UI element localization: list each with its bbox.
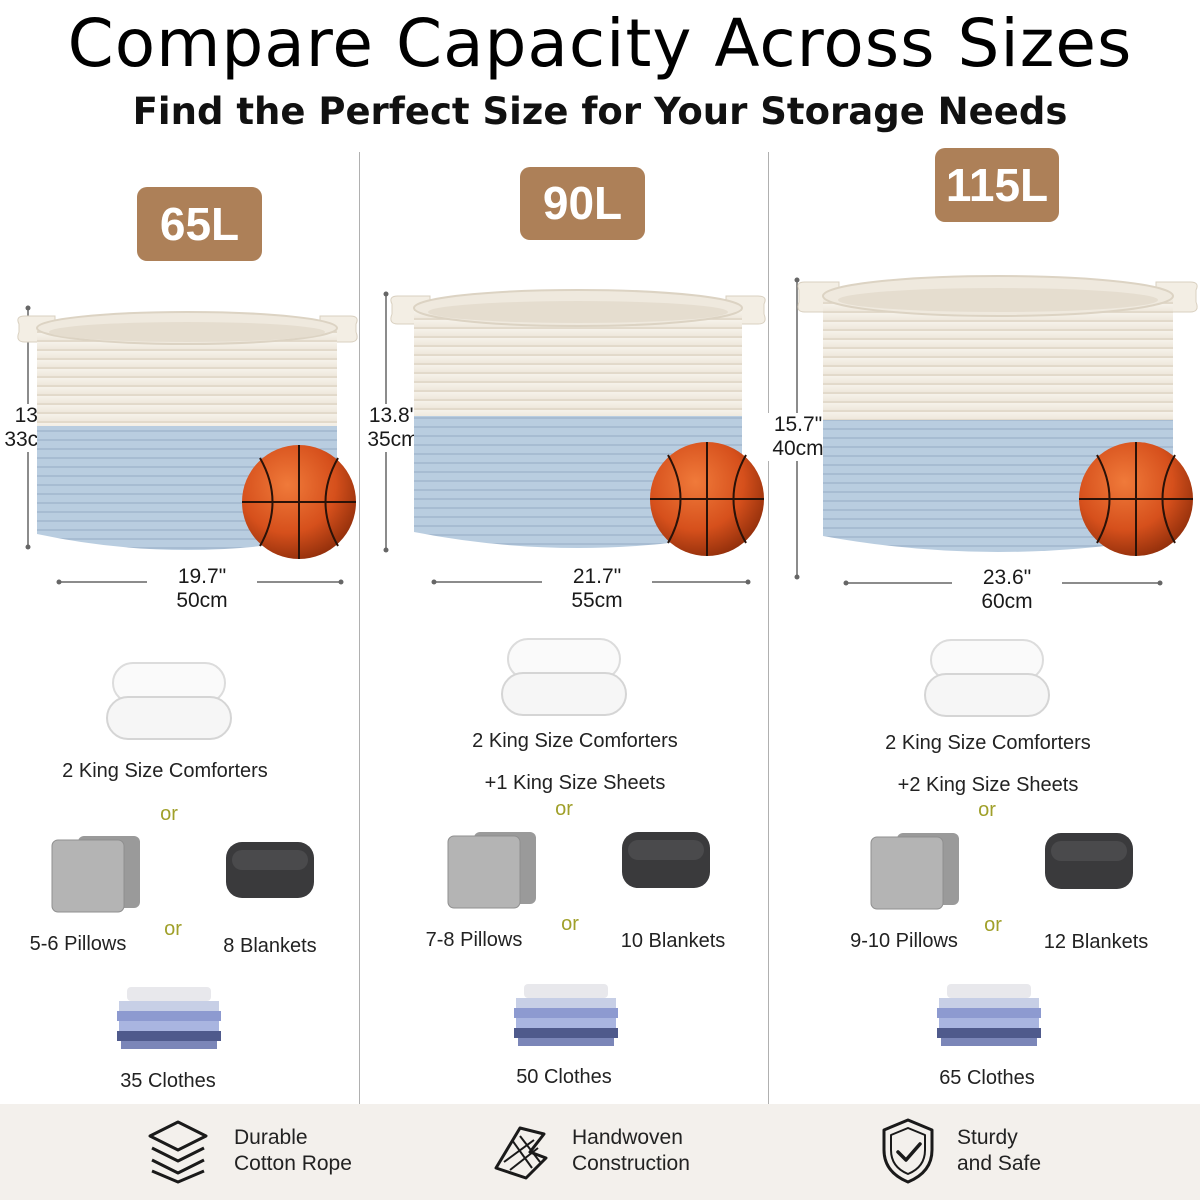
width-cm: 60cm [981,590,1033,613]
capacity-badge: 90L [520,167,645,240]
shield-check-icon [882,1118,934,1184]
feature-line: Handwoven [572,1126,683,1149]
page-title: Compare Capacity Across Sizes [67,5,1133,82]
capacity-badge: 65L [137,187,262,261]
blankets-label: 8 Blankets [223,935,317,957]
width-cm: 50cm [176,589,228,612]
feature-sturdy: Sturdy and Safe [957,1125,1041,1177]
comforters-label: 2 King Size Comforters [885,732,1091,754]
or-separator: or [984,914,1002,936]
basket-image [17,311,358,550]
feature-handwoven: Handwoven Construction [572,1125,690,1177]
or-separator: or [978,799,996,821]
comforter-icon [924,639,1050,717]
width-label: 21.7" 55cm [542,565,652,613]
capacity-badge: 115L [935,148,1059,222]
weave-icon [494,1126,548,1180]
feature-footer: Durable Cotton Rope Handwoven Constructi… [0,1104,1200,1200]
width-inches: 23.6" [982,566,1032,589]
pillows-icon [447,832,536,909]
height-cm: 35cm [367,428,419,451]
column-divider [359,152,360,1104]
height-label: 13.8" 35cm [362,404,424,452]
clothes-label: 35 Clothes [120,1070,216,1092]
comforter-icon [106,662,232,740]
width-inches: 21.7" [572,565,622,588]
sheets-label: +2 King Size Sheets [897,774,1079,796]
size-column-65l: 65L 13" 33cm 19.7" 50cm 2 King Size [0,0,359,1104]
height-cm: 40cm [772,437,824,460]
height-label: 15.7" 40cm [767,413,829,461]
feature-line: Sturdy [957,1126,1018,1149]
feature-durable: Durable Cotton Rope [234,1125,352,1177]
column-divider [768,152,769,1104]
pillows-icon [870,833,959,910]
clothes-label: 50 Clothes [516,1066,612,1088]
comforters-label: 2 King Size Comforters [472,730,678,752]
width-label: 19.7" 50cm [147,565,257,613]
clothes-stack-icon [937,984,1041,1046]
comforter-icon [501,638,627,716]
pillows-icon [51,836,140,913]
size-column-115l: 115L 15.7" 40cm 23.6" 60cm 2 King Size C… [767,0,1200,1104]
basketball-icon [650,442,764,556]
or-separator: or [561,913,579,935]
height-inches: 15.7" [773,413,823,436]
blanket-icon [1045,833,1133,889]
blankets-label: 12 Blankets [1043,931,1149,953]
clothes-stack-icon [514,984,618,1046]
blanket-icon [622,832,710,888]
or-separator: or [555,798,573,820]
width-inches: 19.7" [177,565,227,588]
or-separator: or [164,918,182,940]
comforters-label: 2 King Size Comforters [62,760,268,782]
layers-icon [148,1120,208,1184]
blanket-icon [226,842,314,898]
pillows-label: 5-6 Pillows [29,933,127,955]
basketball-icon [1079,442,1193,556]
clothes-label: 65 Clothes [939,1067,1035,1089]
basket-image [797,275,1198,552]
or-separator: or [160,803,178,825]
height-inches: 13.8" [368,404,418,427]
width-cm: 55cm [571,589,623,612]
size-column-90l: 90L 13.8" 35cm 21.7" 55cm 2 King Size Co… [360,0,768,1104]
feature-line: and Safe [957,1152,1042,1175]
pillows-label: 9-10 Pillows [850,930,958,952]
blankets-label: 10 Blankets [620,930,726,952]
pillows-label: 7-8 Pillows [425,929,523,951]
sheets-label: +1 King Size Sheets [484,772,666,794]
clothes-stack-icon [117,987,221,1049]
basketball-icon [242,445,356,559]
feature-line: Cotton Rope [234,1152,352,1175]
width-label: 23.6" 60cm [952,566,1062,614]
page-subtitle: Find the Perfect Size for Your Storage N… [132,90,1068,133]
feature-line: Construction [572,1152,690,1175]
feature-line: Durable [234,1126,308,1149]
